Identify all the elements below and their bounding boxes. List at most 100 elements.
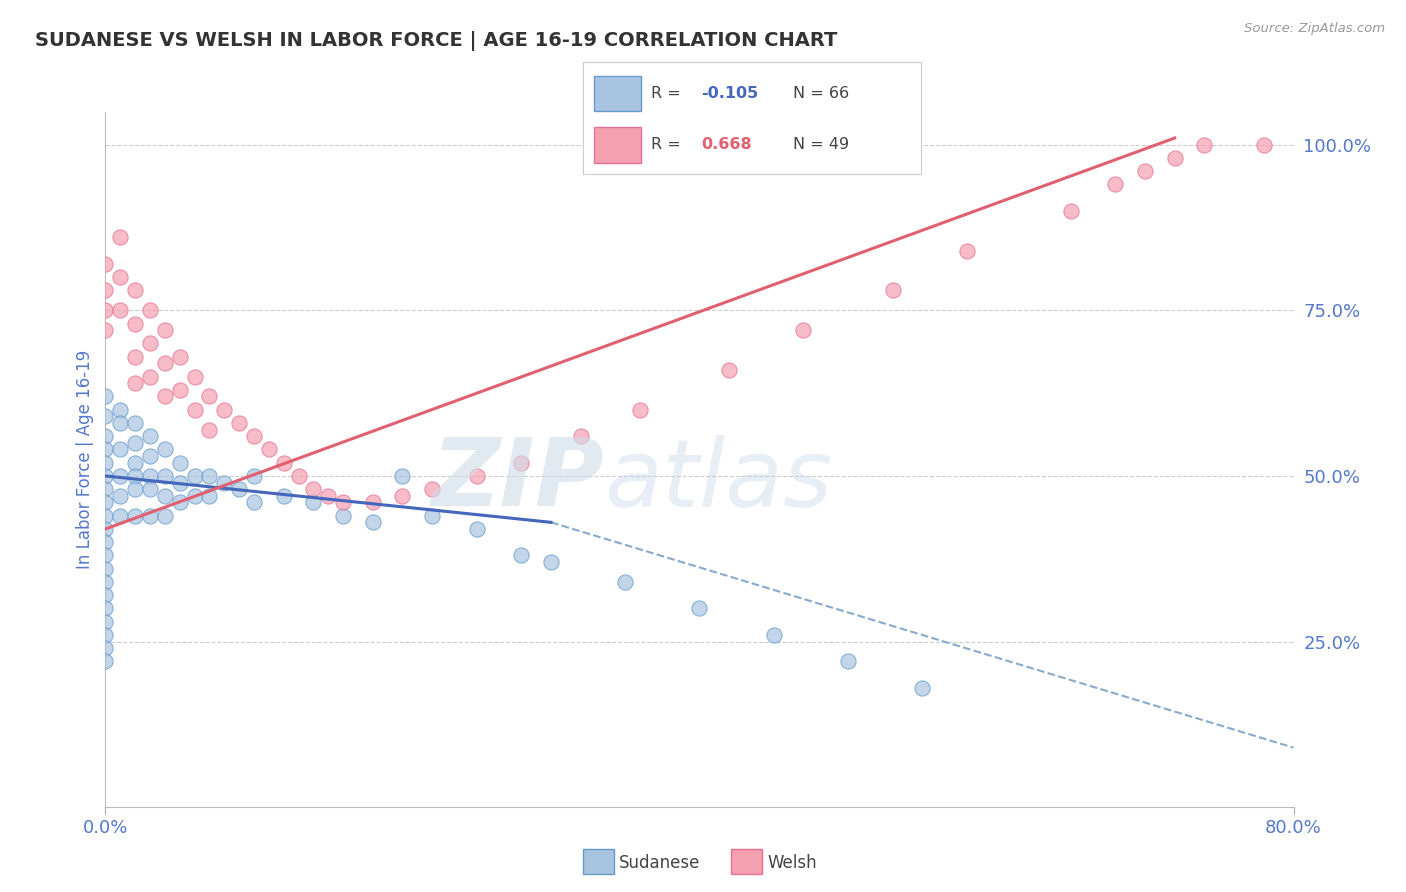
Point <box>94 469 117 483</box>
Point <box>139 482 162 496</box>
Point <box>94 482 117 496</box>
Point <box>614 574 637 589</box>
Point <box>361 495 384 509</box>
Point <box>94 628 117 642</box>
Point <box>465 469 488 483</box>
Point <box>94 442 117 457</box>
Point <box>243 429 266 443</box>
Point <box>169 475 191 490</box>
Point <box>228 416 250 430</box>
Point <box>124 508 146 523</box>
Point <box>198 469 221 483</box>
Point <box>169 495 191 509</box>
Point <box>110 442 132 457</box>
Point <box>139 508 162 523</box>
Point <box>94 615 117 629</box>
Point <box>124 482 146 496</box>
Point <box>1104 178 1126 192</box>
Point <box>153 356 176 370</box>
Point <box>110 270 132 285</box>
Point <box>94 535 117 549</box>
Point <box>911 681 934 695</box>
FancyBboxPatch shape <box>593 76 641 112</box>
Point <box>214 402 236 417</box>
Point <box>153 489 176 503</box>
Point <box>257 442 280 457</box>
Text: SUDANESE VS WELSH IN LABOR FORCE | AGE 16-19 CORRELATION CHART: SUDANESE VS WELSH IN LABOR FORCE | AGE 1… <box>35 31 838 51</box>
Point <box>94 549 117 563</box>
Text: ZIP: ZIP <box>432 434 605 526</box>
Point <box>198 423 221 437</box>
Text: Source: ZipAtlas.com: Source: ZipAtlas.com <box>1244 22 1385 36</box>
Point <box>198 389 221 403</box>
Point <box>94 655 117 669</box>
Point <box>94 522 117 536</box>
Text: atlas: atlas <box>605 434 832 525</box>
Point <box>510 549 533 563</box>
Text: Sudanese: Sudanese <box>619 855 700 872</box>
Point <box>169 456 191 470</box>
FancyBboxPatch shape <box>593 127 641 162</box>
Point <box>1060 203 1083 218</box>
Point <box>882 284 904 298</box>
Point <box>956 244 979 258</box>
Point <box>316 489 339 503</box>
Point <box>420 508 443 523</box>
Point <box>94 601 117 615</box>
Point <box>540 555 562 569</box>
Point <box>1133 164 1156 178</box>
Point <box>94 574 117 589</box>
Point <box>1253 137 1275 152</box>
Y-axis label: In Labor Force | Age 16-19: In Labor Force | Age 16-19 <box>76 350 94 569</box>
Point <box>94 303 117 318</box>
Point <box>94 389 117 403</box>
Point <box>420 482 443 496</box>
Point <box>124 469 146 483</box>
Point <box>391 489 413 503</box>
Point <box>139 336 162 351</box>
Point <box>94 508 117 523</box>
Point <box>332 495 354 509</box>
Point <box>124 284 146 298</box>
Point <box>762 628 785 642</box>
Point <box>94 257 117 271</box>
Point <box>302 495 325 509</box>
Point <box>1164 151 1187 165</box>
Point <box>332 508 354 523</box>
Point <box>169 383 191 397</box>
Point <box>718 363 741 377</box>
Point <box>169 350 191 364</box>
Point <box>153 469 176 483</box>
Point <box>569 429 592 443</box>
Point <box>110 508 132 523</box>
Point <box>94 284 117 298</box>
Point <box>94 429 117 443</box>
Point <box>124 416 146 430</box>
Point <box>243 495 266 509</box>
Point <box>110 303 132 318</box>
Text: -0.105: -0.105 <box>702 87 759 101</box>
Point <box>183 369 205 384</box>
Point <box>124 376 146 391</box>
Point <box>198 489 221 503</box>
Point <box>124 456 146 470</box>
Point <box>139 303 162 318</box>
Point <box>139 449 162 463</box>
Point <box>110 416 132 430</box>
Point <box>837 655 859 669</box>
Point <box>153 508 176 523</box>
Point <box>243 469 266 483</box>
Text: N = 66: N = 66 <box>793 87 849 101</box>
Point <box>94 641 117 656</box>
Text: N = 49: N = 49 <box>793 137 849 153</box>
Point <box>153 323 176 337</box>
Text: R =: R = <box>651 87 686 101</box>
Point <box>214 475 236 490</box>
Point <box>124 435 146 450</box>
Text: R =: R = <box>651 137 686 153</box>
Point <box>153 389 176 403</box>
Point <box>361 516 384 530</box>
Point <box>153 442 176 457</box>
Point <box>94 323 117 337</box>
Point <box>94 409 117 424</box>
